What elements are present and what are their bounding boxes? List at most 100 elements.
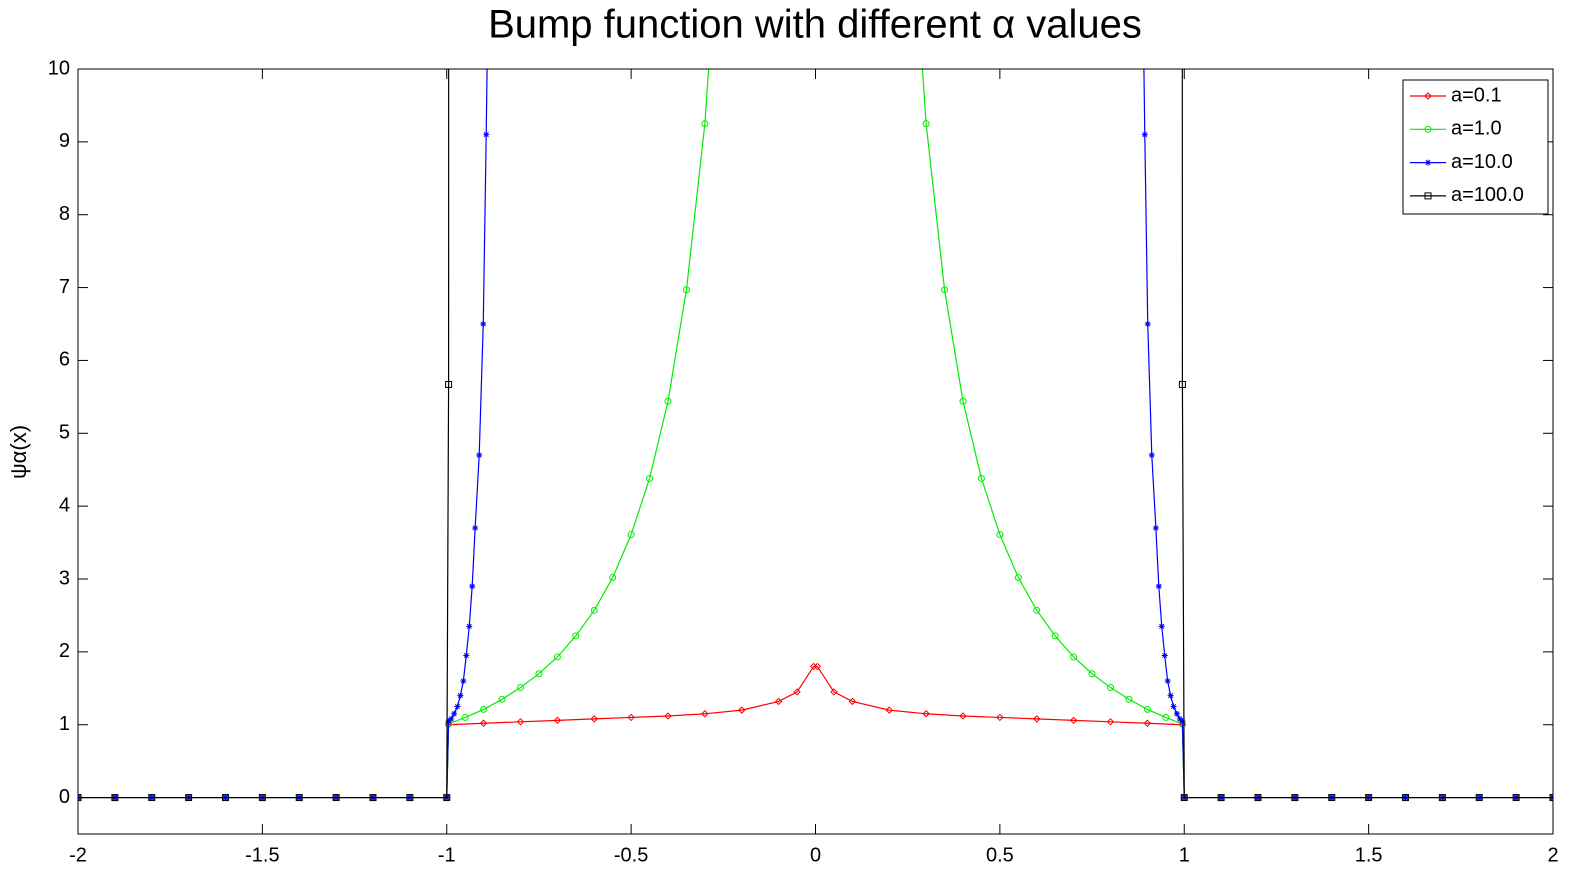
y-tick-label: 4 — [59, 494, 70, 516]
data-point — [1155, 583, 1162, 590]
data-point — [922, 120, 930, 128]
data-point — [885, 706, 893, 714]
data-point — [590, 606, 598, 614]
data-point — [1070, 653, 1078, 661]
data-point — [1051, 632, 1059, 640]
data-point — [78, 793, 82, 802]
data-point — [469, 583, 476, 590]
legend-label: a=100.0 — [1451, 184, 1524, 206]
data-point — [1161, 652, 1168, 659]
x-tick-label: -1.5 — [245, 844, 279, 866]
y-tick-label: 5 — [59, 422, 70, 444]
data-point — [1402, 794, 1409, 802]
data-point — [1365, 794, 1373, 802]
data-point — [922, 710, 930, 718]
data-point — [1162, 713, 1170, 721]
data-point — [480, 321, 487, 327]
x-tick-label: 1.5 — [1355, 844, 1383, 866]
data-point — [738, 706, 746, 714]
y-tick-label: 1 — [59, 713, 70, 735]
data-point — [1143, 705, 1151, 713]
data-point — [1144, 321, 1151, 327]
data-point — [460, 678, 467, 684]
legend-label: a=1.0 — [1451, 118, 1502, 140]
data-point — [1125, 695, 1133, 703]
data-point — [996, 531, 1004, 539]
data-point — [701, 120, 709, 128]
data-point — [445, 380, 453, 388]
y-tick-label: 9 — [59, 130, 70, 152]
data-point — [457, 692, 464, 699]
data-point — [1170, 703, 1177, 710]
data-point — [476, 452, 483, 459]
data-point — [111, 794, 119, 802]
data-point — [664, 397, 672, 405]
data-point — [1088, 670, 1096, 678]
data-point — [461, 713, 469, 721]
data-point — [553, 716, 562, 725]
data-point — [959, 397, 967, 405]
data-point — [498, 695, 506, 703]
x-tick-label: -0.5 — [614, 844, 648, 866]
data-point — [1033, 606, 1041, 614]
y-tick-label: 2 — [59, 640, 70, 662]
data-point — [646, 474, 654, 482]
x-tick-label: 0 — [810, 844, 821, 866]
data-point — [1143, 719, 1152, 727]
data-point — [1014, 574, 1022, 582]
legend-box — [1402, 79, 1549, 215]
data-point — [466, 623, 473, 630]
data-point — [1178, 380, 1186, 388]
legend-marker — [1425, 159, 1431, 166]
data-point — [1475, 794, 1483, 802]
plot-area — [78, 69, 1553, 802]
data-point — [451, 710, 458, 717]
legend-marker — [1424, 192, 1432, 200]
data-point — [463, 652, 470, 659]
data-point — [774, 697, 783, 706]
data-point — [830, 688, 838, 696]
data-point — [996, 713, 1004, 722]
y-tick-label: 6 — [59, 349, 70, 371]
data-point — [1107, 684, 1114, 692]
data-point — [369, 794, 377, 802]
y-tick-label: 10 — [48, 57, 70, 79]
legend-label: a=0.1 — [1451, 84, 1502, 106]
data-point — [1254, 794, 1262, 802]
data-point — [222, 794, 229, 802]
data-point — [1158, 623, 1165, 630]
y-tick-label: 3 — [59, 567, 70, 589]
data-point — [185, 794, 193, 802]
data-point — [483, 131, 490, 138]
x-tick-label: 1 — [1179, 844, 1190, 866]
data-point — [793, 688, 801, 696]
data-point — [535, 670, 543, 678]
data-point — [1549, 793, 1553, 802]
data-point — [1106, 718, 1115, 726]
y-tick-label: 7 — [59, 276, 70, 298]
data-point — [1291, 794, 1299, 802]
y-axis-label: ψα(x) — [6, 425, 31, 479]
data-point — [516, 718, 525, 726]
data-point — [78, 794, 82, 802]
data-point — [445, 718, 452, 725]
chart-title: Bump function with different α values — [488, 3, 1142, 47]
x-tick-label: 2 — [1547, 844, 1558, 866]
data-point — [627, 713, 635, 722]
data-point — [1141, 131, 1148, 138]
data-point — [848, 697, 857, 706]
data-point — [572, 632, 580, 640]
data-point — [941, 286, 949, 294]
data-point — [448, 715, 455, 722]
data-point — [479, 719, 488, 727]
data-point — [1148, 452, 1155, 459]
x-tick-label: -2 — [69, 844, 87, 866]
data-point — [1438, 794, 1446, 802]
data-point — [258, 794, 266, 802]
data-point — [295, 794, 303, 802]
data-point — [1217, 794, 1225, 802]
data-point — [590, 715, 598, 723]
data-point — [1173, 710, 1180, 717]
